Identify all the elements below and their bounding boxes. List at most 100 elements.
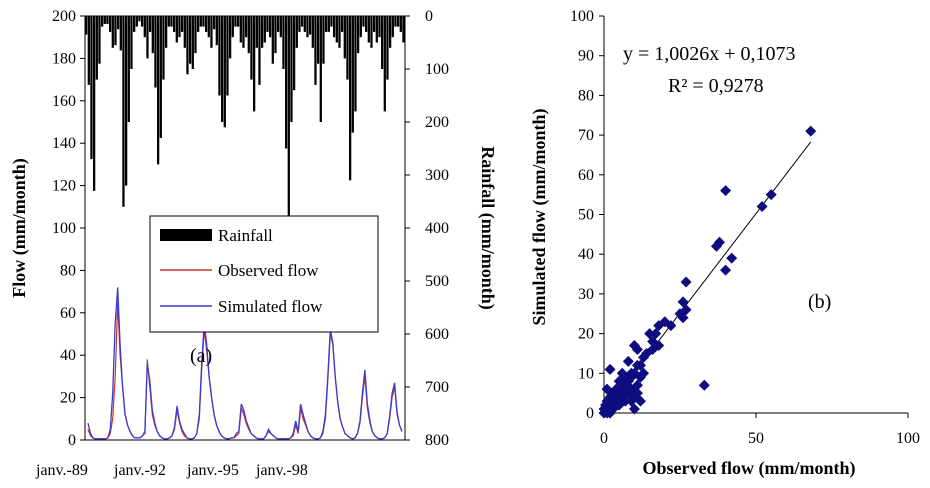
rainfall-bar — [117, 16, 120, 30]
scatter-point — [674, 308, 686, 320]
scatter-point — [710, 240, 722, 252]
simulated-tick-label: 70 — [578, 127, 594, 144]
legend-observed-label: Observed flow — [218, 261, 319, 280]
rainfall-bar — [170, 16, 173, 27]
rainfall-bar — [341, 16, 344, 32]
rainfall-bar — [314, 16, 317, 85]
rainfall-bar — [271, 16, 274, 64]
panel-b-label: (b) — [808, 291, 831, 313]
rainfall-bar — [298, 16, 301, 32]
scatter-point — [720, 264, 732, 276]
rainfall-bar — [183, 16, 186, 48]
rainfall-bar — [277, 16, 280, 32]
observed-tick-label: 0 — [600, 430, 608, 447]
rainfall-bar — [215, 16, 218, 46]
rainfall-bar — [258, 16, 261, 85]
rainfall-bar — [173, 16, 176, 32]
rainfall-bar — [351, 16, 354, 133]
observed-axis-ticks: 0 50 100 — [600, 413, 920, 447]
rainfall-bar — [130, 16, 133, 69]
rainfall-bar — [391, 16, 394, 38]
rainfall-bar — [122, 16, 125, 207]
scatter-point — [756, 201, 768, 213]
scatter-point — [631, 379, 643, 391]
rainfall-bar — [293, 16, 296, 91]
rainfall-bar — [146, 16, 149, 59]
rainfall-bar — [319, 16, 322, 122]
rainfall-bar — [261, 16, 264, 48]
scatter-point — [634, 395, 646, 407]
rainfall-bar — [231, 16, 234, 38]
rainfall-tick-label: 500 — [425, 273, 449, 290]
scatter-point — [628, 340, 640, 352]
rainfall-bar — [386, 16, 389, 80]
rainfall-bar — [197, 16, 200, 32]
rainfall-bar — [311, 16, 314, 48]
rainfall-bar — [322, 16, 325, 64]
rainfall-bar — [181, 16, 184, 32]
rainfall-bar — [154, 16, 157, 88]
rainfall-bar — [349, 16, 352, 181]
rainfall-bar — [367, 16, 370, 43]
rainfall-axis-label: Rainfall (mm/month) — [477, 146, 498, 310]
rainfall-bar — [370, 16, 373, 48]
rainfall-bar — [189, 16, 192, 64]
flow-tick-label: 40 — [60, 347, 76, 364]
rainfall-bar — [343, 16, 346, 59]
rainfall-bar — [114, 16, 117, 46]
simulated-axis-ticks: 0 10 20 30 40 50 60 70 80 90 100 — [570, 8, 604, 422]
simulated-tick-label: 0 — [586, 405, 594, 422]
rainfall-bar — [223, 16, 226, 128]
rainfall-bar — [346, 16, 349, 80]
panel-a-label: (a) — [190, 345, 212, 367]
rainfall-bar — [167, 16, 170, 27]
rainfall-bar — [138, 16, 141, 22]
observed-axis-label: Observed flow (mm/month) — [643, 458, 856, 479]
rainfall-bar — [399, 16, 402, 32]
simulated-tick-label: 90 — [578, 48, 594, 65]
rainfall-bar — [255, 16, 258, 48]
legend: Rainfall Observed flow Simulated flow — [149, 215, 379, 333]
simulated-tick-label: 100 — [570, 8, 594, 25]
rainfall-bar — [402, 16, 405, 43]
scatter-point — [601, 383, 613, 395]
scatter-point — [677, 296, 689, 308]
rainfall-bar — [378, 16, 381, 38]
rainfall-bar — [266, 16, 269, 32]
rainfall-bar — [229, 16, 232, 59]
scatter-point — [680, 276, 692, 288]
rainfall-bar — [389, 16, 392, 48]
rainfall-bar — [253, 16, 256, 112]
simulated-flow-line — [87, 287, 403, 440]
r-squared-value: R² = 0,9278 — [668, 75, 764, 97]
rainfall-bar — [199, 16, 202, 27]
rainfall-bar — [362, 16, 365, 27]
date-axis-ticks: janv.-89 janv.-92 janv.-95 janv.-98 — [35, 462, 308, 479]
date-tick-label: janv.-89 — [35, 462, 88, 479]
rainfall-bar — [101, 16, 104, 27]
rainfall-bar — [317, 16, 320, 64]
flow-axis-label: Flow (mm/month) — [9, 158, 30, 297]
observed-tick-label: 50 — [748, 430, 764, 447]
rainfall-bar — [186, 16, 189, 75]
rainfall-bar — [143, 16, 146, 38]
rainfall-tick-label: 800 — [425, 432, 449, 449]
rainfall-bar — [151, 16, 154, 54]
rainfall-bar — [354, 16, 357, 112]
rainfall-bar — [95, 16, 98, 80]
rainfall-bar — [119, 16, 122, 51]
rainfall-bar — [242, 16, 245, 48]
rainfall-bar — [234, 16, 237, 27]
flow-tick-label: 0 — [68, 432, 76, 449]
simulated-tick-label: 10 — [578, 365, 594, 382]
scatter-point — [726, 252, 738, 264]
rainfall-bar — [365, 16, 368, 32]
rainfall-bar — [109, 16, 112, 32]
rainfall-bar — [330, 16, 333, 27]
simulated-axis-label: Simulated flow (mm/month) — [529, 109, 550, 326]
rainfall-bar — [210, 16, 213, 48]
rainfall-bar — [221, 16, 224, 122]
rainfall-bar — [98, 16, 101, 64]
flow-tick-label: 140 — [52, 135, 76, 152]
rainfall-bar — [394, 16, 397, 27]
